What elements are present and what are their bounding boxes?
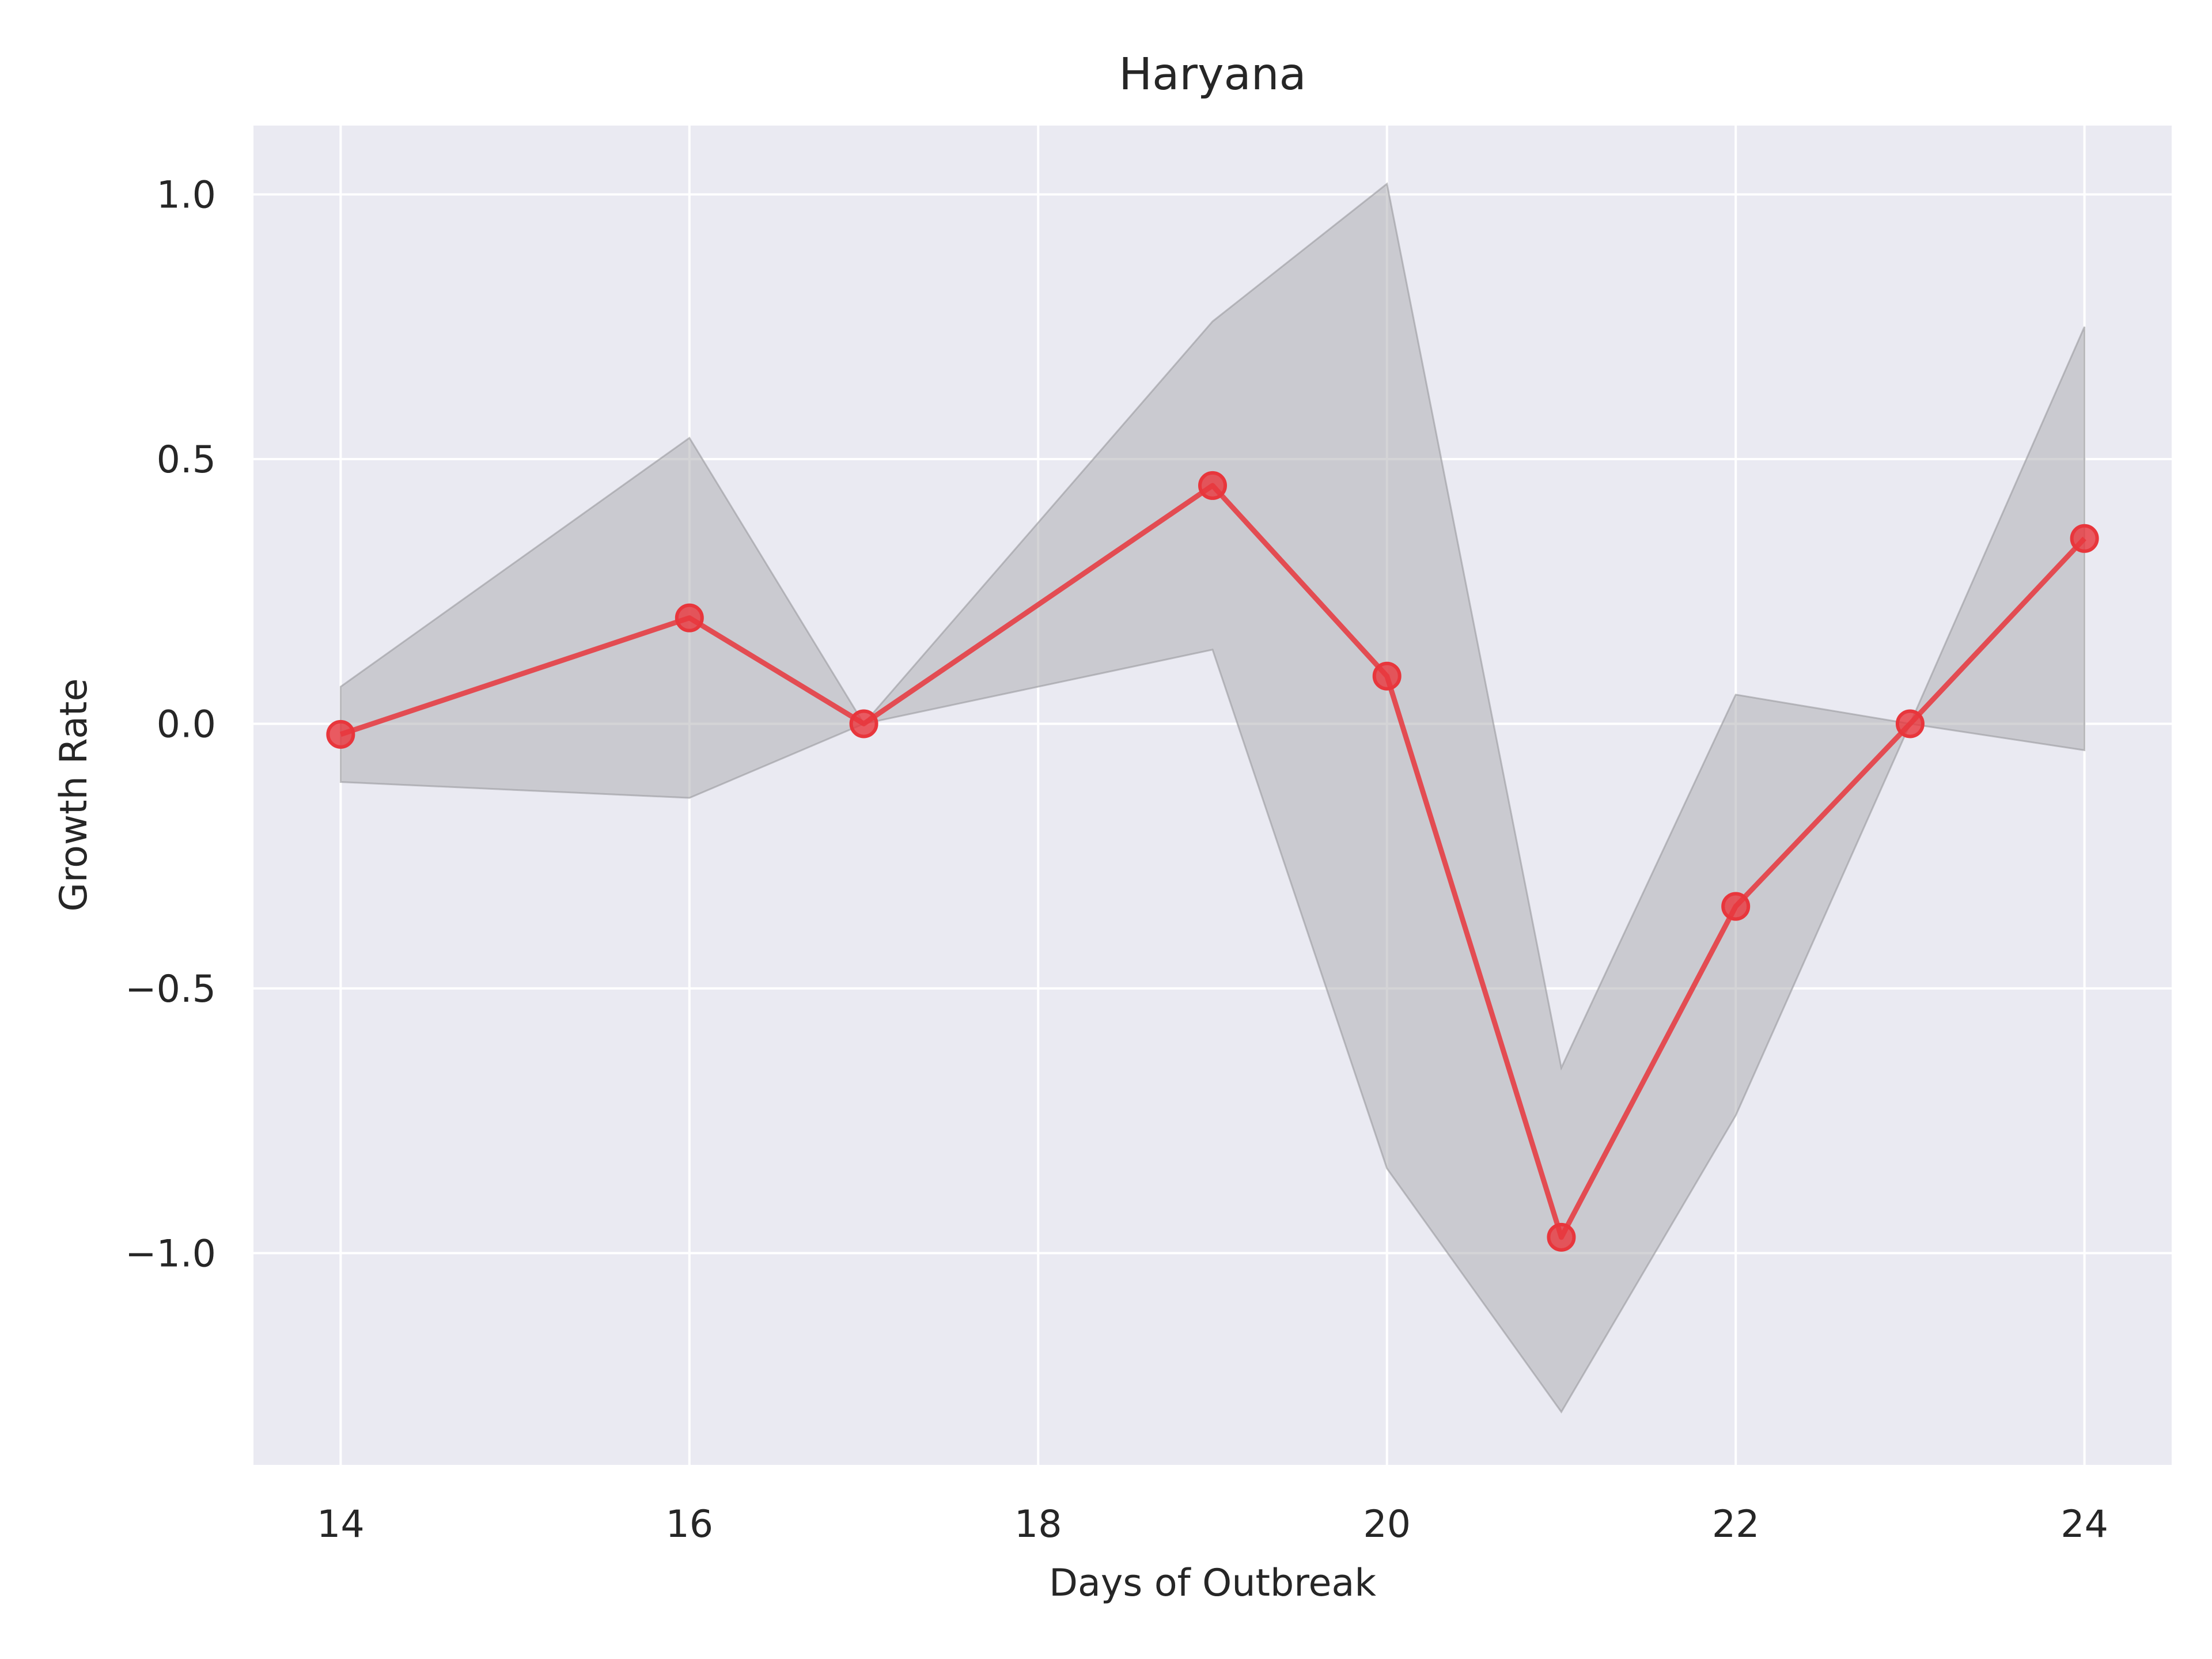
chart-title: Haryana <box>1119 49 1306 100</box>
y-tick-label: −1.0 <box>125 1232 216 1275</box>
y-axis-label: Growth Rate <box>52 679 96 912</box>
data-point <box>2070 524 2099 553</box>
data-point <box>1547 1222 1576 1252</box>
data-point <box>1198 471 1227 500</box>
x-tick-label: 22 <box>1712 1503 1760 1546</box>
y-tick-label: −0.5 <box>125 968 216 1011</box>
x-tick-labels: 14 16 18 20 22 24 <box>317 1503 2108 1546</box>
x-tick-label: 16 <box>665 1503 713 1546</box>
y-tick-label: 0.5 <box>157 438 216 482</box>
data-point <box>326 719 355 749</box>
data-point <box>1721 892 1751 921</box>
series-layer <box>326 471 2099 1252</box>
data-point <box>1372 661 1402 691</box>
y-tick-labels: 1.0 0.5 0.0 −0.5 −1.0 <box>125 173 216 1275</box>
x-tick-label: 18 <box>1014 1503 1062 1546</box>
data-point <box>1895 709 1925 738</box>
y-tick-label: 1.0 <box>157 173 216 217</box>
data-point <box>849 709 878 738</box>
y-tick-label: 0.0 <box>157 703 216 746</box>
x-axis-label: Days of Outbreak <box>1049 1562 1376 1605</box>
data-point <box>675 603 704 632</box>
x-tick-label: 20 <box>1363 1503 1411 1546</box>
x-tick-label: 24 <box>2061 1503 2108 1546</box>
x-tick-label: 14 <box>317 1503 365 1546</box>
